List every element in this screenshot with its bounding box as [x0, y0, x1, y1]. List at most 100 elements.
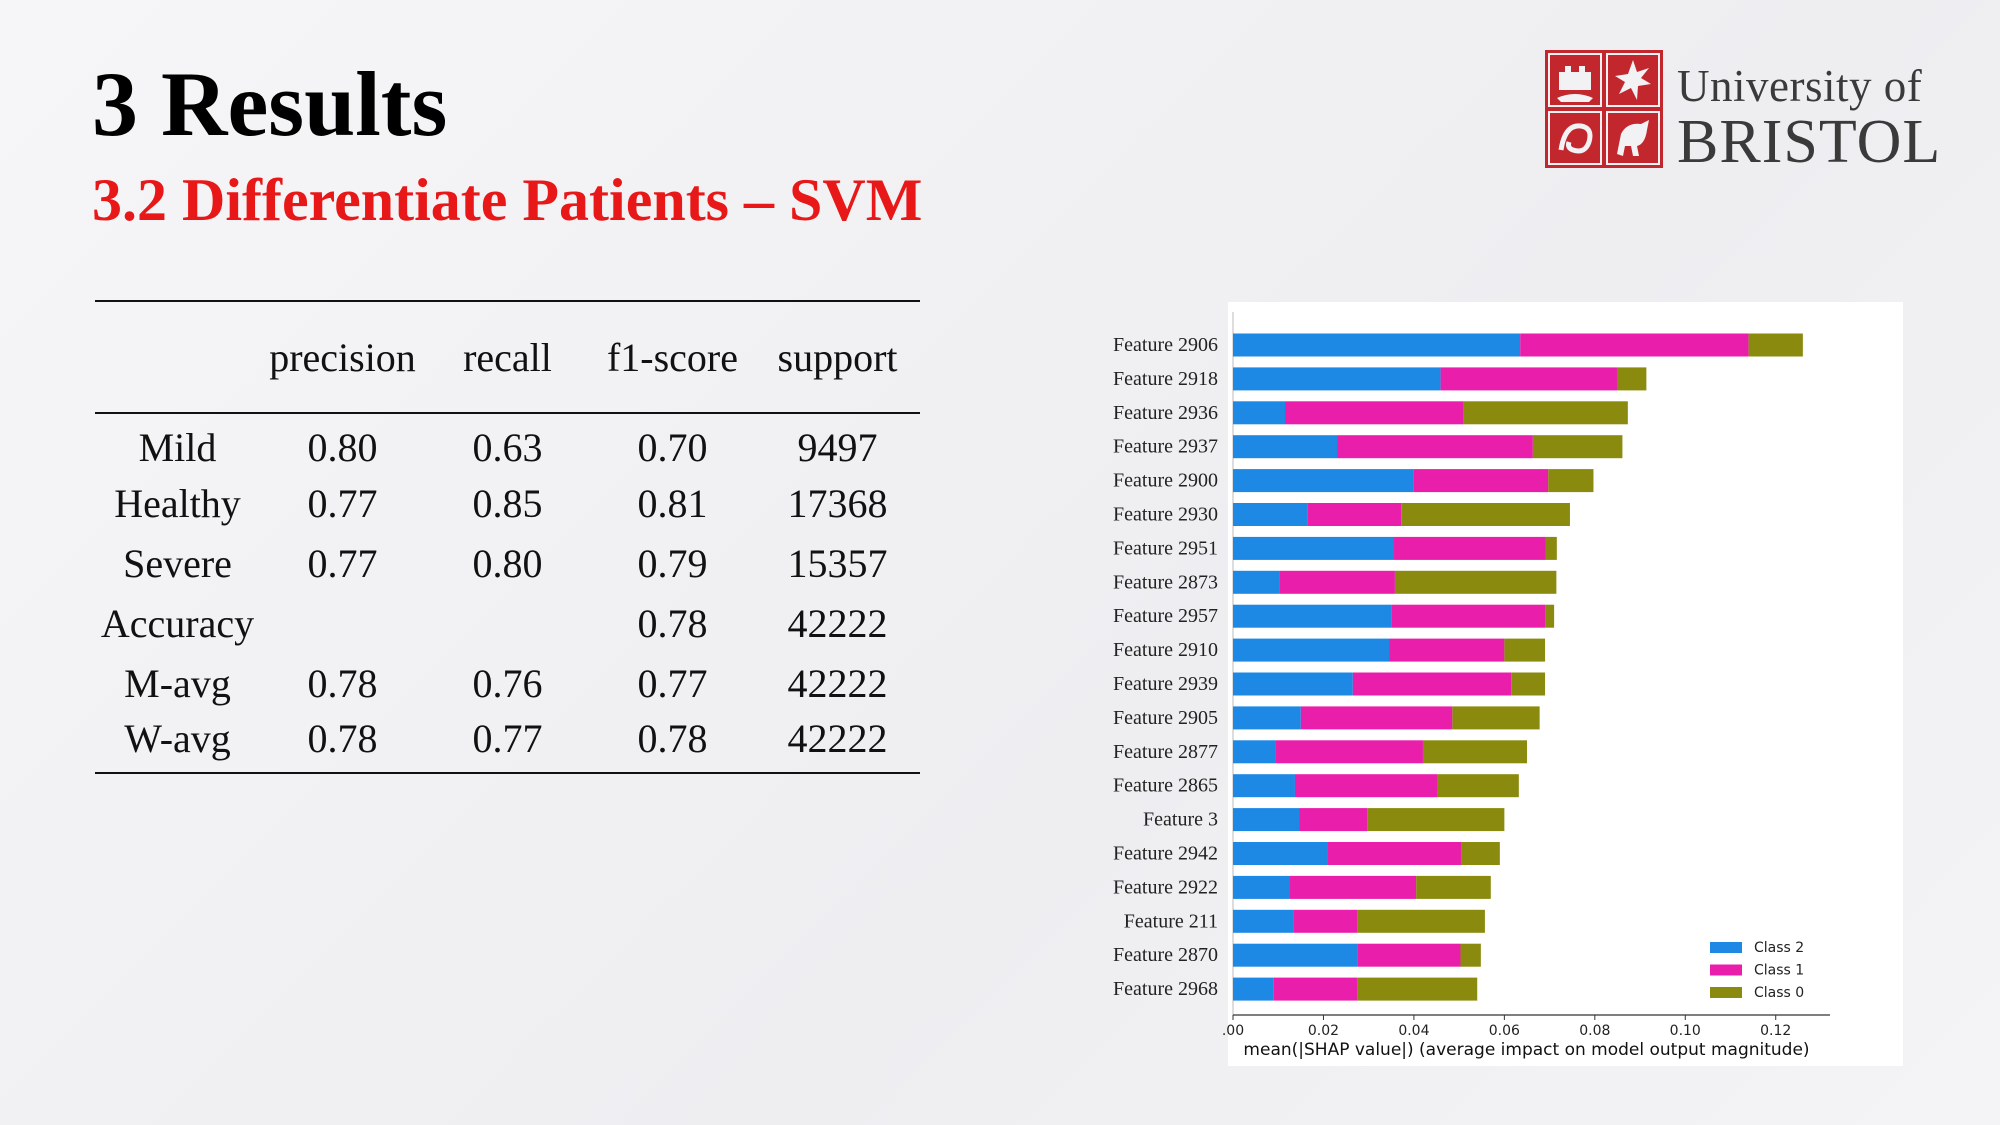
table-cell: 42222: [787, 600, 888, 646]
table-cell: 0.85: [472, 480, 543, 526]
legend-label: Class 0: [1754, 985, 1804, 1001]
bar-segment: [1285, 401, 1464, 425]
y-tick-label: Feature 211: [1124, 910, 1218, 932]
bar-segment: [1233, 367, 1441, 391]
table-cell: 0.76: [472, 660, 543, 706]
y-tick-label: Feature 2951: [1113, 537, 1218, 559]
column-header: recall: [463, 334, 552, 380]
table-cell: 0.78: [307, 660, 378, 706]
bar-segment: [1460, 943, 1481, 967]
logo-wordmark: University of BRISTOL: [1677, 61, 1942, 176]
bar-segment: [1616, 367, 1647, 391]
bar-segment: [1233, 909, 1294, 933]
table-cell: 0.78: [637, 716, 708, 761]
row-label: Accuracy: [100, 600, 255, 646]
x-tick-label: 0.04: [1398, 1023, 1429, 1039]
bar-segment: [1289, 875, 1417, 899]
x-tick-label: .00: [1222, 1023, 1244, 1039]
x-axis-label: mean(|SHAP value|) (average impact on mo…: [1243, 1040, 1809, 1060]
logo-line-2: BRISTOL: [1677, 108, 1942, 176]
bar-segment: [1233, 570, 1280, 594]
table-cell: 42222: [787, 716, 888, 761]
bar-segment: [1233, 808, 1300, 832]
bar-segment: [1233, 435, 1338, 459]
bar-segment: [1233, 875, 1290, 899]
table-row: M-avg 0.78 0.76 0.77 42222: [95, 653, 920, 713]
table-row: Severe 0.77 0.80 0.79 15357: [95, 533, 920, 593]
bar-segment: [1520, 333, 1749, 357]
row-label: Mild: [138, 425, 217, 470]
bar-segment: [1452, 706, 1540, 730]
bar-segment: [1300, 706, 1453, 730]
table-cell: 0.78: [307, 716, 378, 761]
bar-segment: [1545, 536, 1557, 560]
bar-segment: [1279, 570, 1395, 594]
column-header: precision: [269, 334, 416, 380]
table-row: Accuracy 0.78 42222: [95, 593, 920, 653]
bar-segment: [1357, 977, 1478, 1001]
y-tick-label: Feature 2877: [1113, 741, 1218, 763]
bar-segment: [1548, 469, 1594, 493]
table-cell: 0.77: [637, 660, 708, 706]
shap-summary-chart: Feature 2906 Feature 2918 Feature 2936 Feat…: [1113, 312, 1830, 1060]
bar-segment: [1413, 469, 1549, 493]
university-logo: University of BRISTOL: [1545, 50, 1955, 173]
table-cell: 0.80: [472, 540, 543, 586]
y-tick-label: Feature 2942: [1113, 843, 1218, 865]
y-tick-label: Feature 2936: [1113, 402, 1218, 424]
table-cell: 42222: [787, 660, 888, 706]
slide-title: 3 Results: [92, 53, 448, 155]
y-tick-label: Feature 2918: [1113, 368, 1218, 390]
bar-segment: [1389, 638, 1505, 662]
bar-segment: [1461, 842, 1500, 865]
bar-segment: [1233, 774, 1295, 798]
table-row: W-avg 0.78 0.77 0.78 42222: [95, 713, 920, 773]
y-tick-label: Feature 2968: [1113, 978, 1218, 1000]
table-cell: 0.81: [637, 480, 708, 526]
x-tick-label: 0.02: [1308, 1023, 1339, 1039]
y-tick-label: Feature 2922: [1113, 876, 1218, 898]
bar-segment: [1337, 435, 1533, 459]
bar-segment: [1233, 536, 1395, 560]
bar-segment: [1275, 740, 1423, 764]
logo-line-1: University of: [1677, 61, 1923, 111]
bar-segment: [1299, 808, 1368, 832]
bar-segment: [1233, 842, 1328, 865]
classification-report-table: precision recall f1-score support Mild 0…: [95, 300, 920, 774]
bar-segment: [1327, 842, 1462, 865]
x-tick-label: 0.12: [1760, 1023, 1791, 1039]
bar-segment: [1352, 672, 1512, 696]
y-tick-label: Feature 2930: [1113, 504, 1218, 526]
bar-segment: [1233, 740, 1276, 764]
bar-segment: [1437, 774, 1519, 798]
bar-segment: [1545, 604, 1555, 628]
y-tick-label: Feature 2910: [1113, 639, 1218, 661]
y-tick-label: Feature 2906: [1113, 334, 1218, 356]
bar-segment: [1391, 604, 1546, 628]
bar-segment: [1394, 536, 1546, 560]
bar-segment: [1294, 774, 1438, 798]
table-header-row: precision recall f1-score support: [95, 301, 920, 413]
table-row: Mild 0.80 0.63 0.70 9497: [95, 413, 920, 473]
bar-segment: [1233, 604, 1392, 628]
bar-segment: [1748, 333, 1803, 357]
bar-segment: [1532, 435, 1623, 459]
legend-swatch: [1710, 942, 1742, 953]
x-tick-label: 0.06: [1489, 1023, 1520, 1039]
column-header: support: [777, 334, 898, 380]
bar-segment: [1440, 367, 1617, 391]
y-tick-label: Feature 2865: [1113, 775, 1218, 797]
bar-segment: [1293, 909, 1358, 933]
table-row: Healthy 0.77 0.85 0.81 17368: [95, 473, 920, 533]
bar-segment: [1233, 638, 1390, 662]
x-tick-label: 0.08: [1579, 1023, 1610, 1039]
bar-segment: [1307, 503, 1402, 526]
table-cell: 0.78: [637, 600, 708, 646]
legend-swatch: [1710, 964, 1742, 976]
bar-segment: [1233, 977, 1274, 1001]
bar-segment: [1233, 943, 1358, 967]
bar-segment: [1357, 943, 1461, 967]
bar-segment: [1357, 909, 1485, 933]
table-cell: 9497: [797, 425, 878, 470]
bar-segment: [1233, 503, 1308, 526]
